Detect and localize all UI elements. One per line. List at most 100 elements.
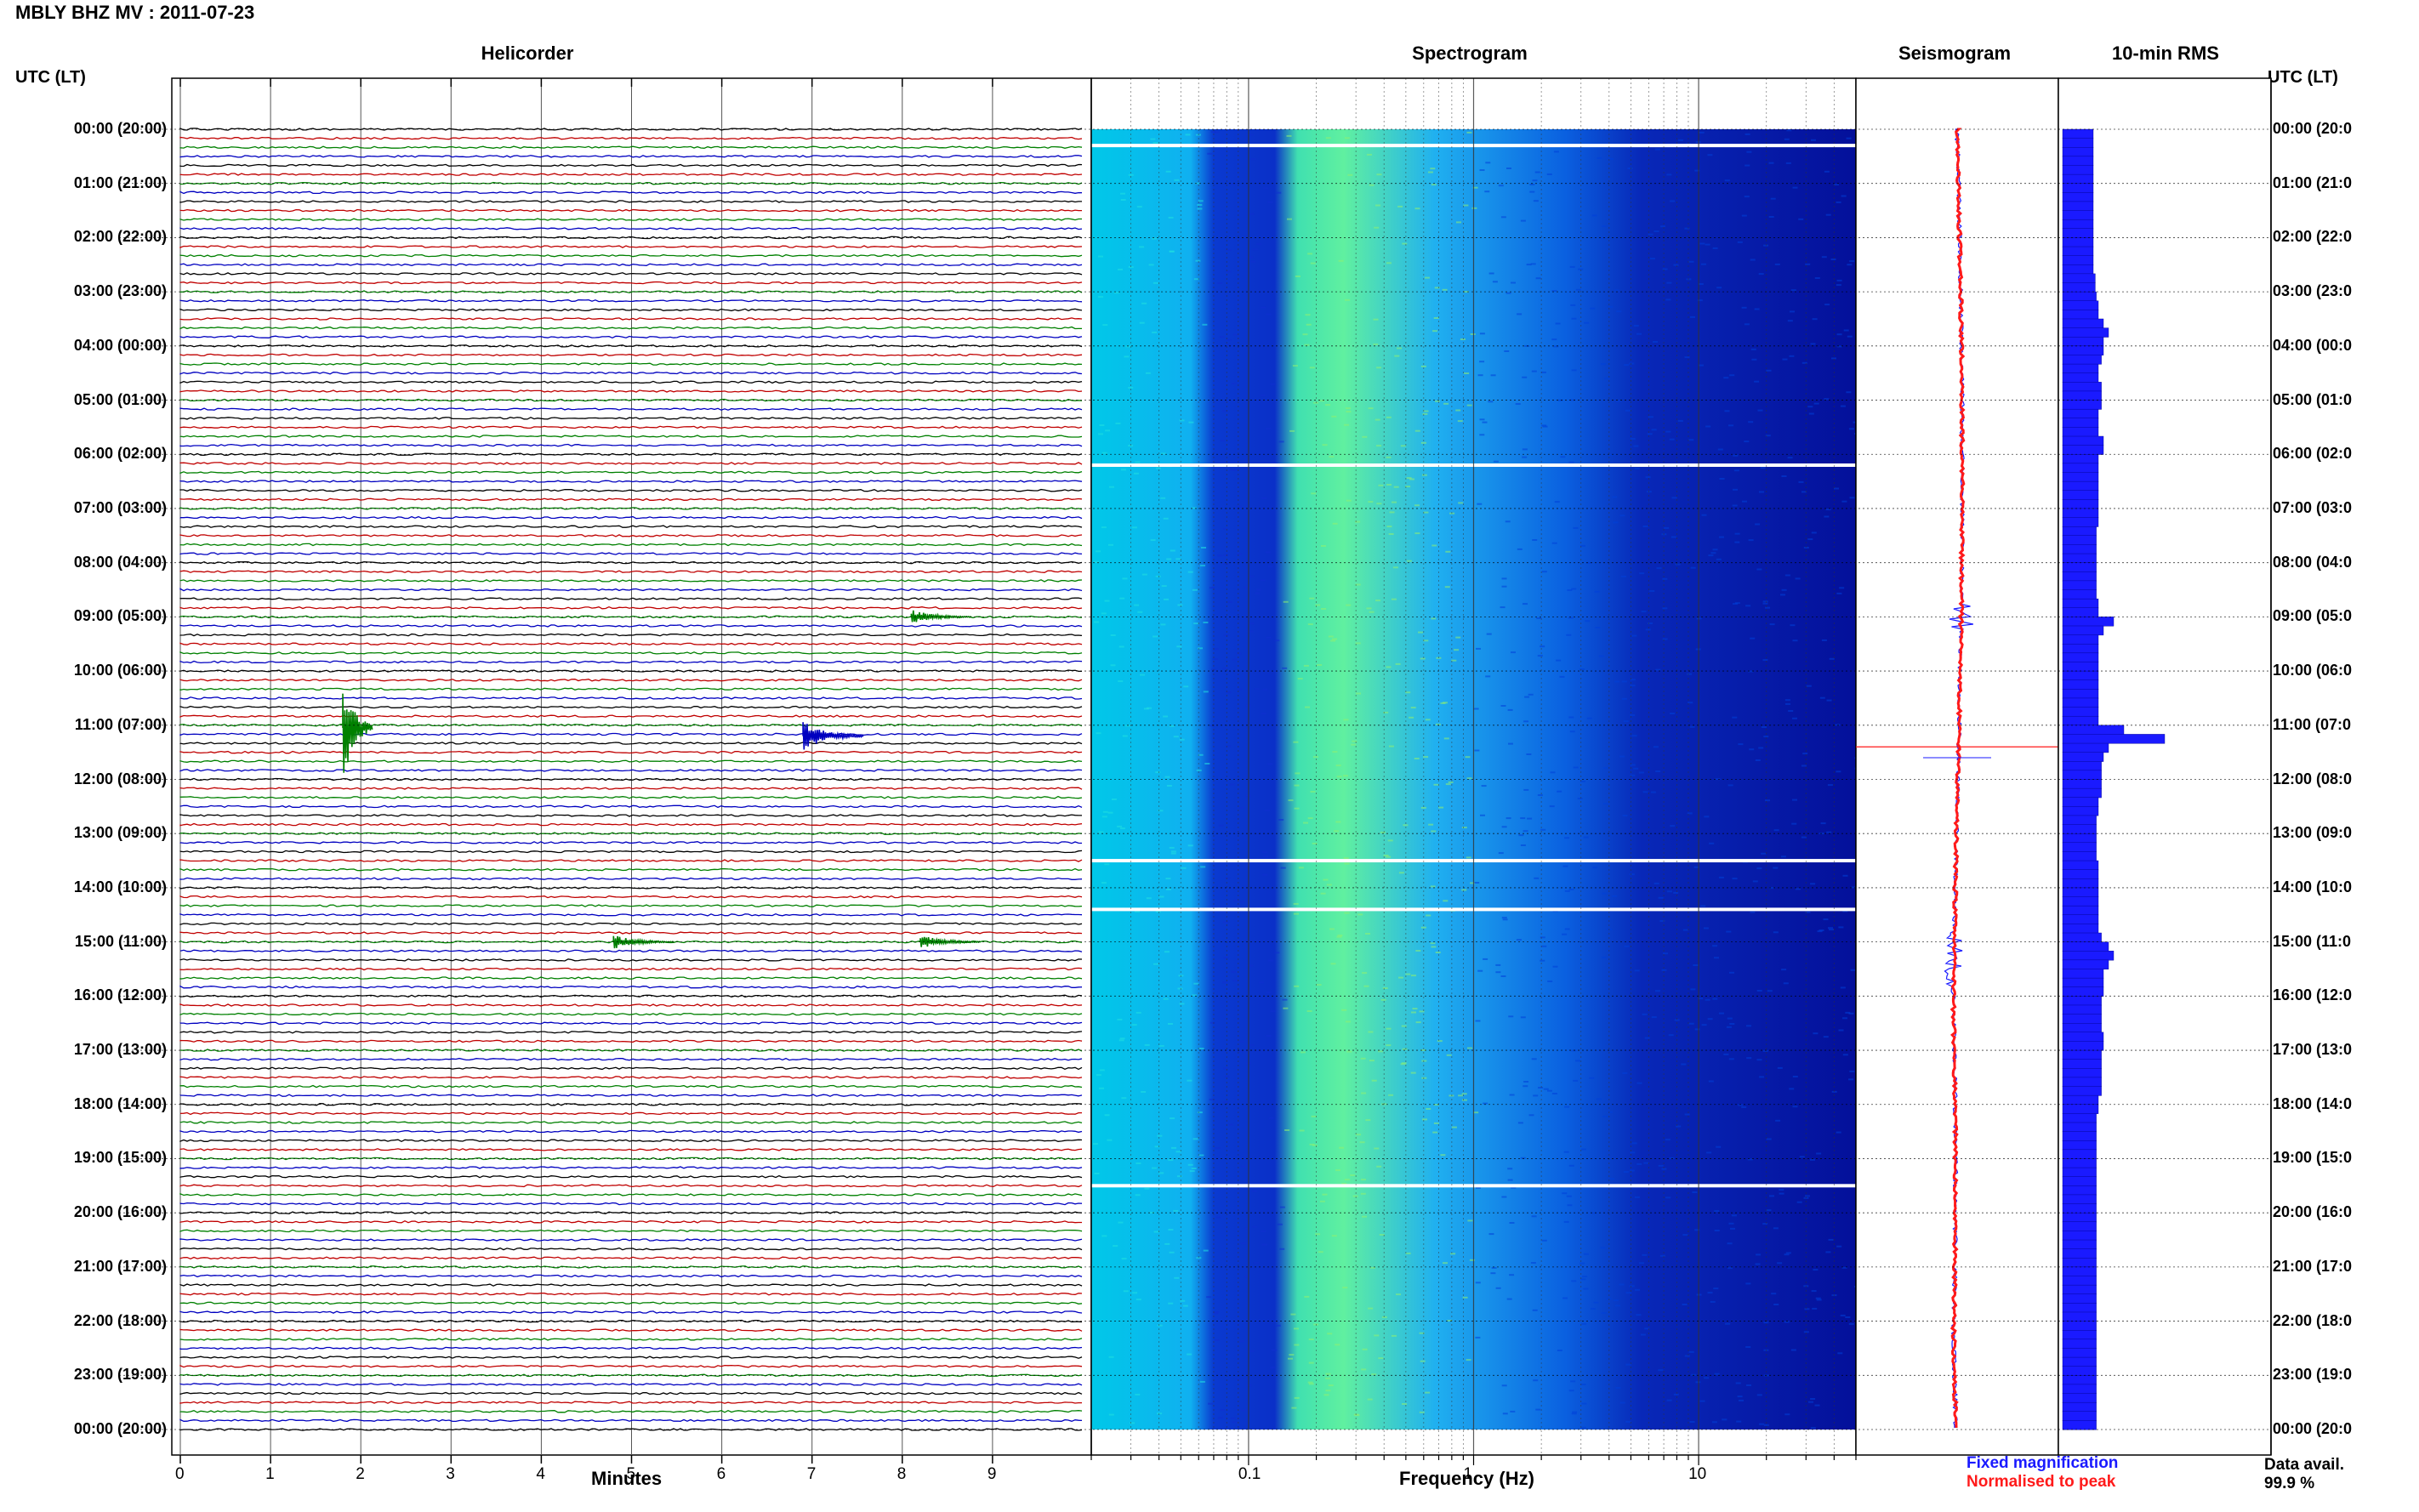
rms-bar (2062, 427, 2099, 437)
spectrogram-cell (1653, 230, 1659, 232)
spectrogram-cell (1344, 912, 1350, 914)
spectrogram-cell (1819, 929, 1824, 931)
rms-bar (2062, 951, 2114, 961)
spectrogram-cell (1344, 423, 1350, 426)
spectrogram-cell (1814, 277, 1820, 279)
spectrogram-cell (1734, 541, 1740, 543)
spectrogram-cell (1161, 585, 1167, 588)
helicorder-trace (179, 308, 1083, 312)
spectrogram-cell (1232, 469, 1238, 471)
spectrogram-cell (1688, 439, 1694, 441)
spectrogram-cell (1543, 1088, 1549, 1090)
spectrogram-cell (1820, 822, 1826, 825)
spectrogram-cell (1731, 1214, 1737, 1217)
rms-bar (2062, 770, 2102, 781)
time-label-left: 21:00 (17:00) (73, 1257, 167, 1275)
time-label-right: 15:00 (11:0 (2273, 932, 2352, 950)
spectrogram-cell (1442, 288, 1448, 291)
spectrogram-cell (1763, 244, 1769, 247)
spectrogram-cell (1120, 192, 1125, 195)
spectrogram-cell (1547, 981, 1553, 982)
time-label-right: 00:00 (20:0 (2273, 1420, 2353, 1437)
spectrogram-cell (1741, 306, 1747, 309)
spectrogram-cell (1423, 756, 1429, 759)
spectrogram-cell (1320, 892, 1326, 895)
spectrogram-cell (1153, 281, 1158, 284)
spectrogram-cell (1810, 1398, 1816, 1400)
seismogram-panel (1855, 77, 2059, 1456)
helicorder-tick-label: 4 (536, 1465, 545, 1483)
spectrogram-tick-label: 0.1 (1238, 1465, 1261, 1483)
spectrogram-cell (1727, 1267, 1733, 1270)
spectrogram-cell (1698, 998, 1704, 1000)
spectrogram-cell (1564, 1106, 1570, 1108)
spectrogram-cell (1137, 611, 1143, 613)
rms-bar (2062, 752, 2104, 762)
spectrogram-cell (1609, 1178, 1615, 1180)
spectrogram-cell (1722, 1418, 1727, 1421)
spectrogram-cell (1549, 805, 1555, 808)
helicorder-trace (179, 1129, 1083, 1134)
spectrogram-cell (1304, 344, 1310, 346)
spectrogram-cell (1790, 310, 1795, 313)
spectrogram-cell (1223, 563, 1229, 566)
time-label-left: 05:00 (01:00) (73, 390, 167, 408)
helicorder-trace (179, 795, 1083, 799)
spectrogram-cell (1579, 668, 1585, 670)
spectrogram-cell (1532, 539, 1538, 541)
spectrogram-cell (1821, 256, 1827, 259)
spectrogram-cell (1739, 1399, 1744, 1401)
spectrogram-cell (1265, 551, 1271, 554)
spectrogram-cell (1374, 1334, 1380, 1337)
seismogram-fixed-trace (1944, 128, 1974, 1428)
spectrogram-cell (1153, 963, 1158, 965)
spectrogram-cell (1254, 688, 1260, 691)
spectrogram-cell (1110, 664, 1116, 667)
spectrogram-cell (1312, 1144, 1318, 1146)
spectrogram-cell (1328, 635, 1334, 638)
spectrogram-cell (1244, 1227, 1250, 1230)
time-label-right: 17:00 (13:0 (2273, 1041, 2353, 1059)
spectrogram-cell (1630, 774, 1636, 776)
spectrogram-cell (1479, 434, 1485, 436)
helicorder-trace (179, 777, 1082, 782)
spectrogram-cell (1744, 441, 1750, 443)
spectrogram-cell (1267, 201, 1273, 203)
spectrogram-cell (1199, 1380, 1205, 1383)
spectrogram-cell (1807, 406, 1813, 408)
time-label-left: 04:00 (00:00) (73, 336, 167, 354)
spectrogram-cell (1619, 1401, 1625, 1404)
spectrogram-cell (1195, 182, 1201, 185)
spectrogram-cell (1386, 526, 1392, 528)
spectrogram-cell (1653, 882, 1659, 884)
spectrogram-cell (1821, 639, 1827, 641)
spectrogram-cell (1811, 1290, 1817, 1293)
spectrogram-cell (1728, 1222, 1734, 1225)
spectrogram-cell (1792, 186, 1798, 189)
spectrogram-cell (1661, 1168, 1667, 1170)
spectrogram-cell (1541, 424, 1547, 427)
spectrogram-cell (1552, 965, 1558, 968)
helicorder-trace (179, 218, 1082, 221)
spectrogram-cell (1391, 598, 1397, 600)
spectrogram-cell (1347, 173, 1353, 176)
spectrogram-cell (1299, 1129, 1305, 1132)
spectrogram-cell (1602, 767, 1608, 770)
spectrogram-cell (1673, 264, 1679, 266)
spectrogram-cell (1471, 207, 1477, 209)
spectrogram-cell (1716, 1145, 1722, 1148)
spectrogram-cell (1500, 705, 1506, 707)
spectrogram-cell (1580, 1278, 1586, 1281)
helicorder-trace (179, 822, 1083, 827)
spectrogram-cell (1395, 662, 1401, 665)
rms-bar (2062, 228, 2094, 238)
spectrogram-cell (1557, 790, 1562, 793)
spectrogram-cell (1168, 1159, 1174, 1162)
spectrogram-cell (1292, 365, 1298, 367)
spectrogram-cell (1795, 888, 1801, 890)
spectrogram-cell (1255, 242, 1261, 245)
spectrogram-cell (1813, 1032, 1819, 1035)
spectrogram-cell (1414, 429, 1420, 432)
spectrogram-cell (1223, 1067, 1228, 1070)
spectrogram-cell (1526, 753, 1532, 755)
